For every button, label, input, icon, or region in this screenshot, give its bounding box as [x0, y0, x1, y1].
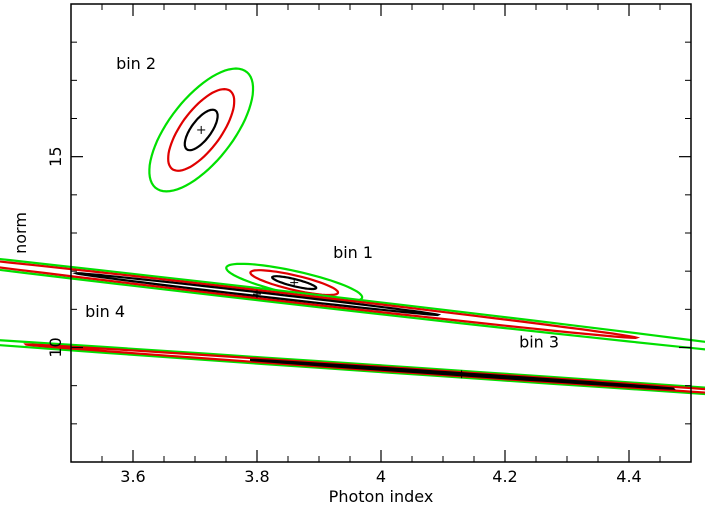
series-label: bin 3: [519, 333, 559, 352]
x-tick-label: 4: [376, 467, 386, 486]
series-label: bin 2: [116, 54, 156, 73]
y-tick-label: 10: [46, 337, 65, 357]
x-tick-label: 3.6: [120, 467, 145, 486]
contour-layer: [0, 67, 705, 396]
contour-outer: [225, 262, 364, 303]
best-fit-layer: [197, 125, 466, 379]
contour-inner: [183, 108, 219, 152]
axis-ticks: [70, 3, 692, 463]
contour-outer: [148, 67, 255, 193]
contour-inner: [271, 275, 318, 291]
contour-inner: [72, 272, 442, 317]
contour-outer: [0, 257, 705, 351]
annotations: bin 1 bin 2 bin 3 bin 4: [85, 54, 559, 352]
tick-labels: 3.6 3.8 4 4.2 4.4 10 15: [46, 146, 642, 486]
plot-frame: [70, 3, 692, 463]
contour-middle: [0, 260, 641, 340]
x-tick-label: 4.4: [616, 467, 641, 486]
contour-middle: [167, 87, 236, 172]
series-label: bin 4: [85, 302, 125, 321]
y-axis-label: norm: [11, 212, 30, 254]
contour-outer: [0, 339, 705, 396]
x-tick-label: 3.8: [244, 467, 269, 486]
series-label: bin 1: [333, 243, 373, 262]
x-tick-label: 4.2: [492, 467, 517, 486]
contour-inner: [249, 358, 676, 390]
contour-middle: [249, 269, 340, 297]
x-axis-label: Photon index: [329, 487, 434, 506]
contour-middle: [23, 343, 705, 394]
y-tick-label: 15: [46, 146, 65, 166]
